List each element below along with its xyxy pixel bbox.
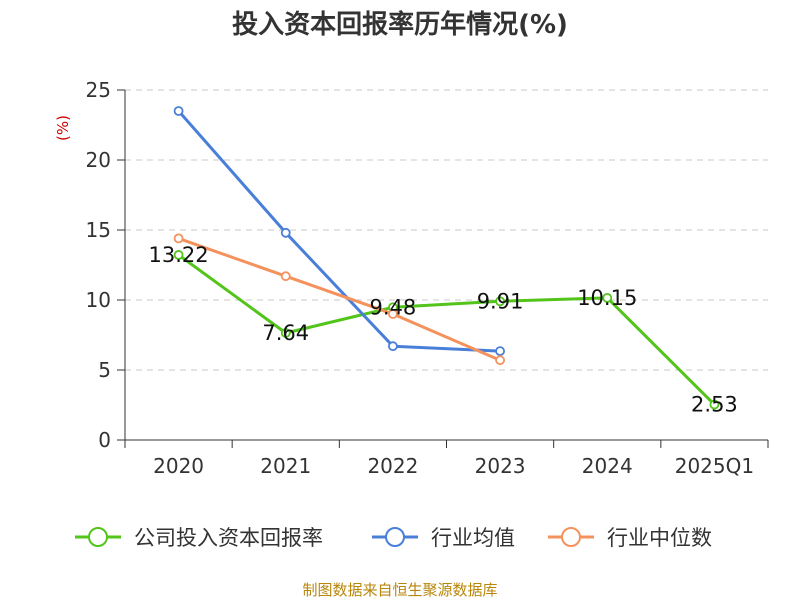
data-label-2021: 7.64 xyxy=(262,321,309,345)
series-2-point-2021 xyxy=(280,271,291,282)
x-tick-2023: 2023 xyxy=(475,454,526,478)
source-note: 制图数据来自恒生聚源数据库 xyxy=(302,581,497,599)
series-1-point-2023 xyxy=(495,346,505,357)
y-tick-10: 10 xyxy=(86,288,111,312)
series-line-1 xyxy=(177,110,501,353)
legend-marker-1 xyxy=(385,527,405,547)
legend-label-2: 行业中位数 xyxy=(607,526,712,550)
data-label-2025Q1: 2.53 xyxy=(691,393,738,417)
chart-title: 投入资本回报率历年情况(%) xyxy=(232,9,568,40)
y-tick-5: 5 xyxy=(98,358,111,382)
series-0-point-2021 xyxy=(280,328,291,338)
series-2-point-2022 xyxy=(388,309,398,319)
data-label-2022: 9.48 xyxy=(370,295,417,319)
legend-marker-0 xyxy=(88,527,108,547)
y-axis-label: (%) xyxy=(54,115,72,141)
x-tick-2025Q1: 2025Q1 xyxy=(675,454,754,478)
y-tick-0: 0 xyxy=(98,428,111,452)
series-layer xyxy=(173,106,720,410)
data-labels: 13.22 7.64 9.48 9.91 10.15 2.53 xyxy=(149,243,738,417)
legend-marker-2 xyxy=(561,527,581,547)
y-tick-25: 25 xyxy=(86,78,111,102)
series-2-point-2020 xyxy=(173,233,184,244)
y-tick-labels: 0 5 10 15 20 25 xyxy=(86,78,111,452)
series-2-point-2023 xyxy=(495,355,505,366)
x-tick-2020: 2020 xyxy=(153,454,204,478)
legend: 公司投入资本回报率 行业均值 行业中位数 xyxy=(75,526,712,550)
y-tick-15: 15 xyxy=(86,218,111,242)
series-1-point-2022 xyxy=(388,341,398,352)
axes xyxy=(124,90,769,448)
series-1-point-2020 xyxy=(173,106,184,116)
x-tick-labels: 2020 2021 2022 2023 2024 2025Q1 xyxy=(153,454,754,478)
series-0-point-2020 xyxy=(173,250,184,260)
series-0-point-2023 xyxy=(495,296,505,307)
x-tick-2022: 2022 xyxy=(367,454,418,478)
y-tick-20: 20 xyxy=(86,148,111,172)
data-label-2024: 10.15 xyxy=(577,286,637,310)
legend-label-0: 公司投入资本回报率 xyxy=(134,526,323,550)
series-line-2 xyxy=(178,236,501,362)
series-1-point-2021 xyxy=(280,227,291,238)
x-tick-2024: 2024 xyxy=(582,454,633,478)
grid-lines xyxy=(117,89,768,441)
data-label-2023: 9.91 xyxy=(477,289,524,313)
legend-label-1: 行业均值 xyxy=(431,526,515,550)
x-tick-2021: 2021 xyxy=(260,454,311,478)
series-0-point-2025Q1 xyxy=(709,399,720,410)
data-label-2020: 13.22 xyxy=(149,243,209,267)
series-line-0 xyxy=(177,253,716,406)
series-0-point-2024 xyxy=(602,292,613,303)
